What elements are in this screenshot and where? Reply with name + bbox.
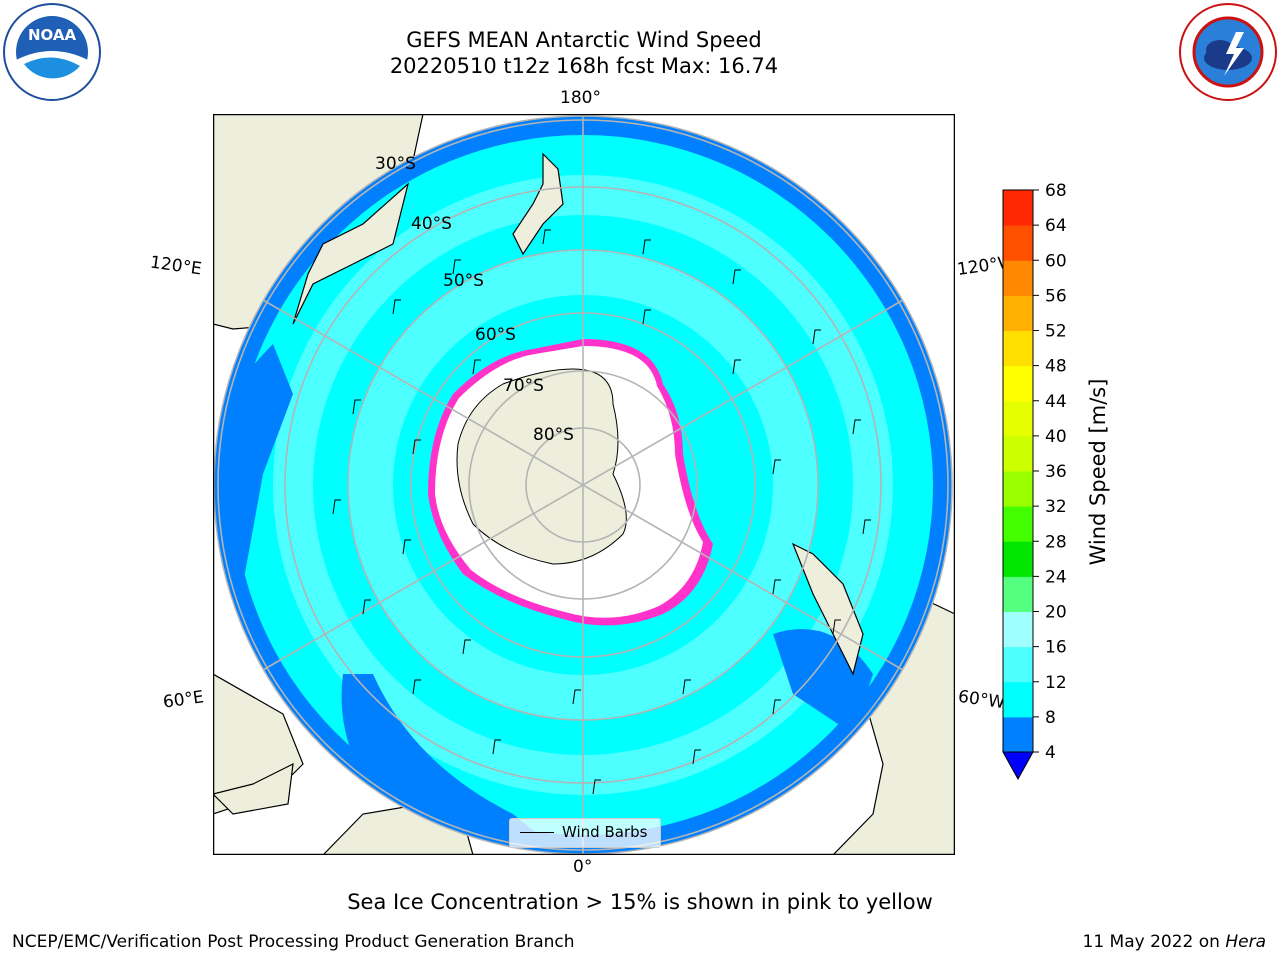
lat-label-80: 80°S	[533, 425, 574, 445]
colorbar-tick-label: 24	[1045, 567, 1067, 587]
footer-credit: NCEP/EMC/Verification Post Processing Pr…	[12, 932, 575, 952]
footer-host: Hera	[1225, 932, 1266, 952]
colorbar-tick-label: 44	[1045, 392, 1067, 412]
chart-subtitle: 20220510 t12z 168h fcst Max: 16.74	[389, 54, 779, 78]
colorbar-segment	[1003, 681, 1033, 718]
legend-label: Wind Barbs	[562, 823, 648, 841]
colorbar-segment	[1003, 190, 1033, 226]
lon-label-180: 180°	[560, 88, 601, 108]
colorbar-tick-label: 56	[1045, 286, 1067, 306]
lat-label-30: 30°S	[375, 154, 416, 174]
noaa-logo-text: NOAA	[28, 26, 77, 44]
nws-logo-icon	[1179, 3, 1277, 101]
colorbar-tick-label: 16	[1045, 638, 1067, 658]
colorbar-tick-label: 12	[1045, 673, 1067, 693]
map-legend: Wind Barbs	[509, 818, 661, 848]
chart-title: GEFS MEAN Antarctic Wind Speed	[406, 28, 762, 52]
colorbar-title: Wind Speed [m/s]	[1086, 378, 1110, 566]
sea-ice-note: Sea Ice Concentration > 15% is shown in …	[347, 890, 933, 914]
colorbar-tick-label: 8	[1045, 708, 1056, 728]
colorbar-segment	[1003, 611, 1033, 648]
colorbar-segment	[1003, 435, 1033, 472]
graticule	[217, 116, 949, 854]
colorbar-tick-label: 36	[1045, 462, 1067, 482]
lon-label-60e: 60°E	[161, 687, 206, 713]
polar-map: 30°S 40°S 50°S 60°S 70°S 80°S	[213, 114, 955, 855]
colorbar-tick-label: 4	[1045, 743, 1056, 763]
colorbar-tick-label: 64	[1045, 216, 1067, 236]
colorbar-tick-label: 40	[1045, 427, 1067, 447]
colorbar-segment	[1003, 225, 1033, 261]
wind-barbs	[332, 229, 871, 795]
colorbar-segment	[1003, 646, 1033, 683]
colorbar-segment	[1003, 260, 1033, 296]
footer-date-text: 11 May 2022 on	[1082, 932, 1226, 952]
lat-label-50: 50°S	[443, 271, 484, 291]
lon-label-0: 0°	[573, 857, 593, 877]
colorbar-segment	[1003, 506, 1033, 542]
colorbar-segment	[1003, 295, 1033, 331]
lon-label-120e: 120°E	[148, 252, 203, 280]
wind-barb-legend-line	[520, 832, 554, 833]
colorbar-tick-label: 48	[1045, 357, 1067, 377]
colorbar-segment	[1003, 576, 1033, 612]
colorbar-segment	[1003, 400, 1033, 437]
colorbar-segment	[1003, 716, 1033, 753]
colorbar-segment	[1003, 365, 1033, 402]
lat-label-60: 60°S	[475, 325, 516, 345]
noaa-logo-icon: NOAA	[3, 3, 101, 101]
colorbar-tick-label: 68	[1045, 181, 1067, 201]
lat-label-40: 40°S	[411, 214, 452, 234]
colorbar-segment	[1003, 471, 1033, 507]
colorbar-segment	[1003, 330, 1033, 367]
colorbar-tick-label: 60	[1045, 251, 1067, 271]
lat-label-70: 70°S	[503, 376, 544, 396]
colorbar-tick-label: 20	[1045, 603, 1067, 623]
footer-date: 11 May 2022 on Hera	[1083, 932, 1267, 952]
colorbar-extend-triangle	[1002, 751, 1034, 781]
colorbar-tick-label: 32	[1045, 497, 1067, 517]
colorbar-tick-label: 52	[1045, 322, 1067, 342]
colorbar-tick-label: 28	[1045, 532, 1067, 552]
colorbar-segment	[1003, 541, 1033, 577]
